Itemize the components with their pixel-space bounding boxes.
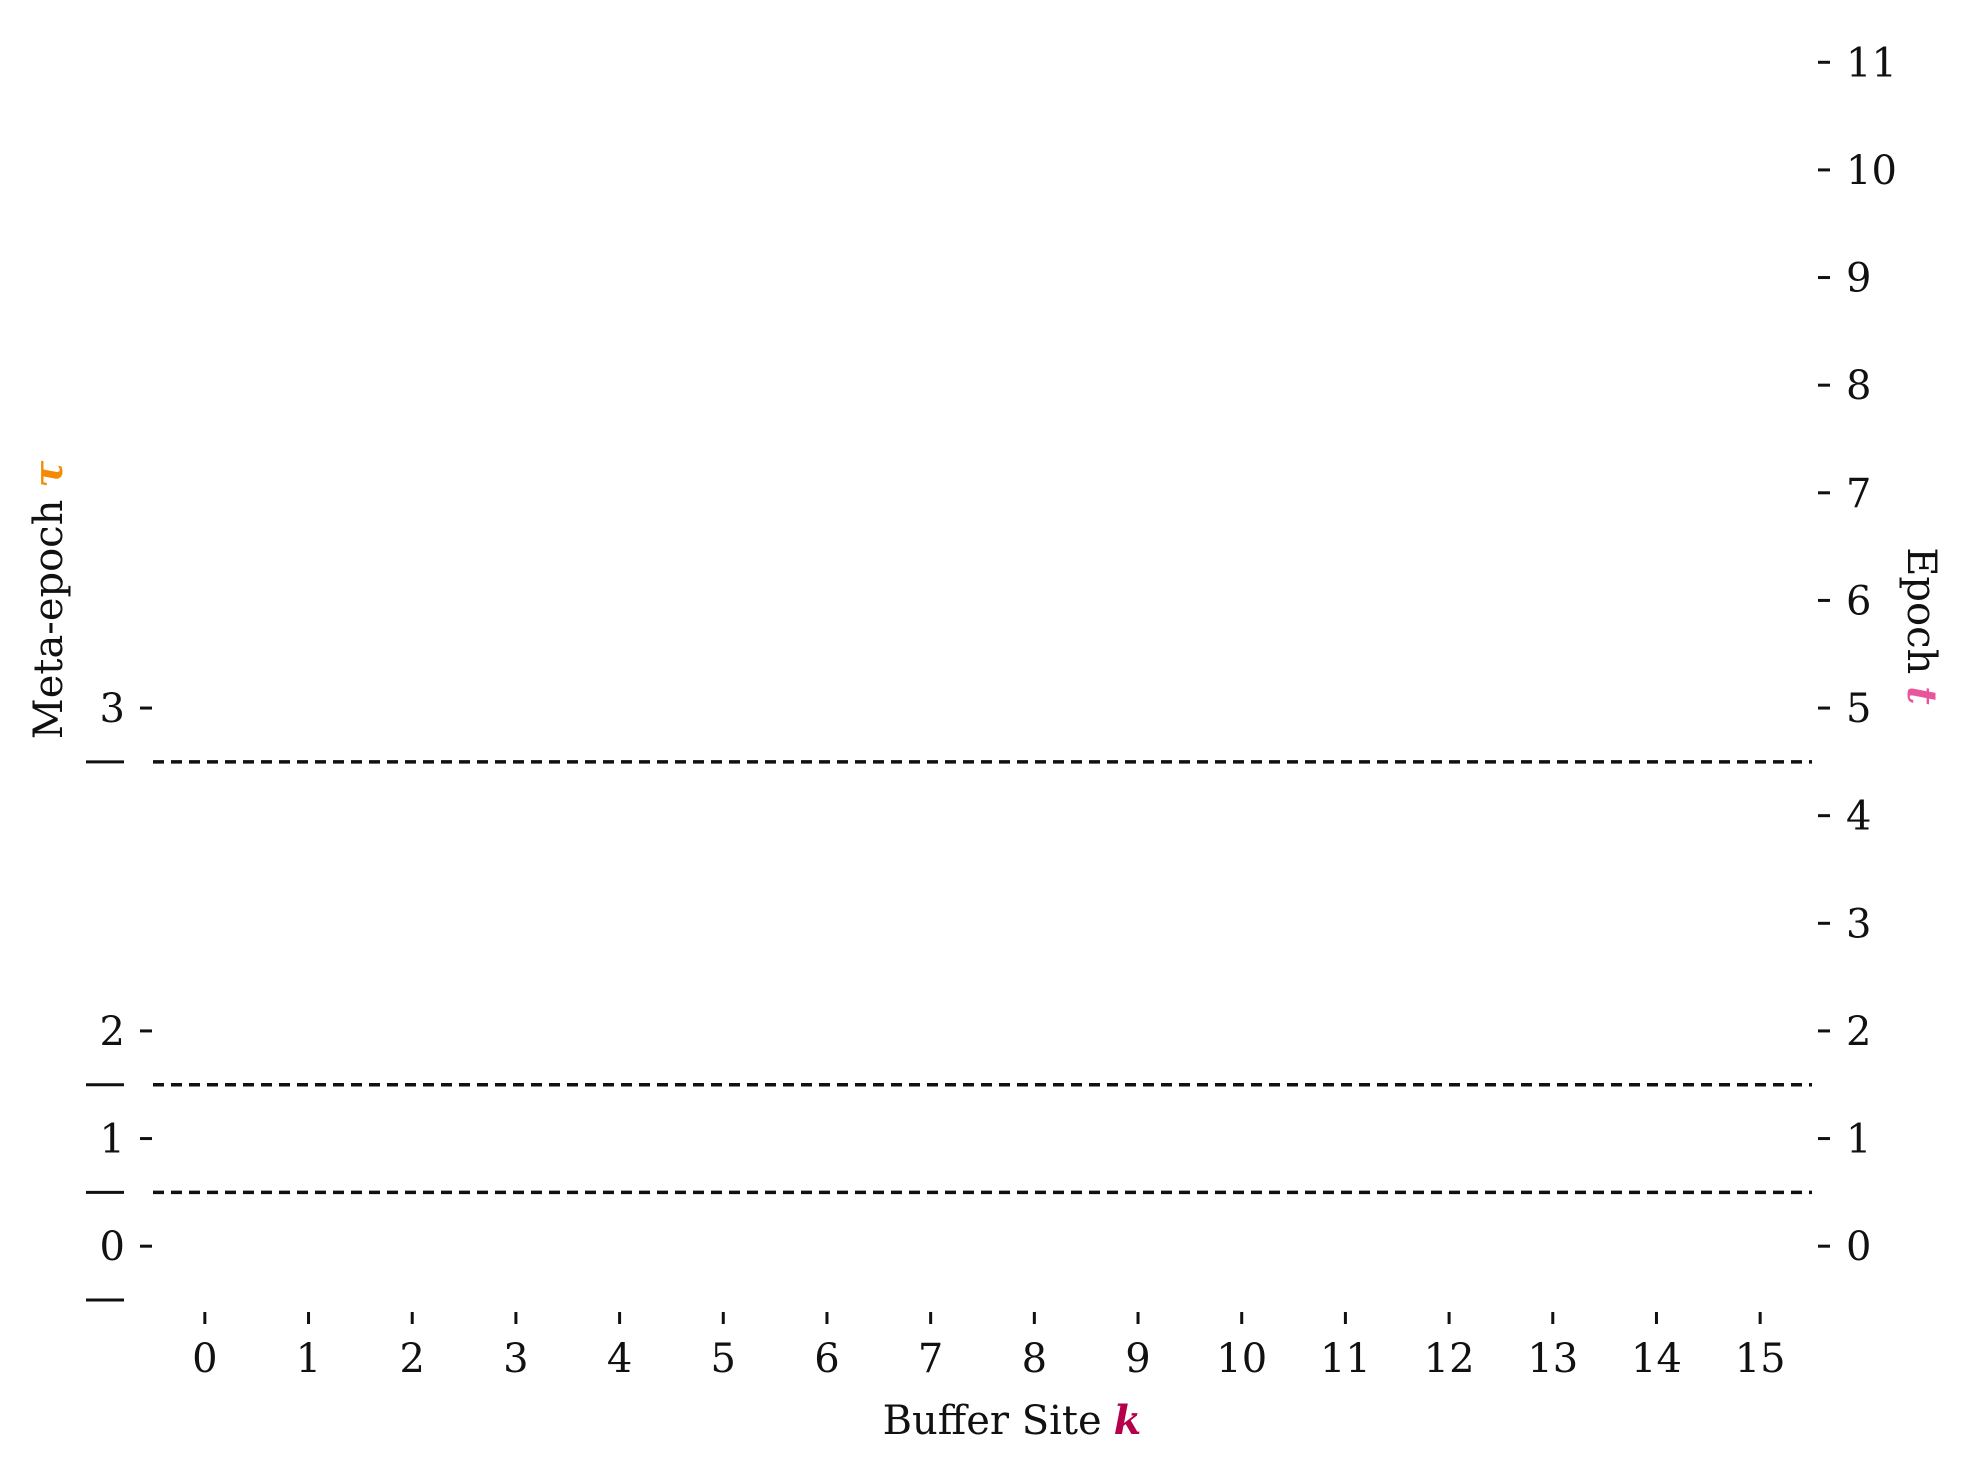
- x-tick-label-8: 8: [1022, 1336, 1047, 1382]
- right-tick-label-6: 6: [1846, 578, 1871, 624]
- right-y-axis: 0 1 2 3 4 5 6 7 8 9 10 11: [1818, 40, 1897, 1270]
- x-tick-label-6: 6: [814, 1336, 839, 1382]
- x-axis-title-text: Buffer Site: [883, 1398, 1102, 1444]
- right-tick-label-9: 9: [1846, 256, 1871, 302]
- x-axis-title: Buffer Site k: [883, 1397, 1142, 1444]
- right-y-axis-symbol: t: [1898, 686, 1945, 705]
- right-tick-label-1: 1: [1846, 1117, 1871, 1163]
- right-tick-label-0: 0: [1846, 1224, 1871, 1270]
- x-tick-label-4: 4: [607, 1336, 632, 1382]
- left-tick-label-0: 0: [100, 1224, 125, 1270]
- right-tick-label-3: 3: [1846, 901, 1871, 947]
- x-tick-label-0: 0: [192, 1336, 217, 1382]
- x-tick-label-14: 14: [1631, 1336, 1682, 1382]
- right-tick-label-7: 7: [1846, 471, 1871, 517]
- x-tick-label-7: 7: [918, 1336, 943, 1382]
- x-tick-label-3: 3: [503, 1336, 528, 1382]
- x-tick-label-13: 13: [1527, 1336, 1578, 1382]
- right-y-axis-title: Epoch t: [1898, 547, 1945, 705]
- right-tick-label-10: 10: [1846, 148, 1897, 194]
- left-tick-label-3: 3: [100, 686, 125, 732]
- right-tick-label-8: 8: [1846, 363, 1871, 409]
- right-tick-label-4: 4: [1846, 794, 1871, 840]
- x-tick-label-11: 11: [1320, 1336, 1371, 1382]
- x-axis-symbol: k: [1114, 1397, 1142, 1444]
- x-tick-label-1: 1: [296, 1336, 321, 1382]
- x-tick-label-5: 5: [711, 1336, 736, 1382]
- left-y-axis: 0 1 2 3: [86, 686, 152, 1302]
- x-tick-label-12: 12: [1424, 1336, 1475, 1382]
- left-tick-label-1: 1: [100, 1117, 125, 1163]
- left-y-axis-symbol: τ: [25, 461, 72, 488]
- x-tick-label-2: 2: [399, 1336, 424, 1382]
- x-tick-label-15: 15: [1735, 1336, 1786, 1382]
- left-tick-label-2: 2: [100, 1009, 125, 1055]
- right-tick-label-11: 11: [1846, 40, 1897, 86]
- right-y-axis-title-text: Epoch: [1898, 547, 1944, 674]
- left-y-axis-title: Meta-epoch τ: [25, 461, 72, 740]
- left-y-axis-title-text: Meta-epoch: [26, 500, 72, 740]
- boundary-lines: [153, 760, 1812, 1195]
- x-axis: 0 1 2 3 4 5 6 7 8 9 10 11 12 13 14 15: [192, 1312, 1786, 1382]
- right-tick-label-5: 5: [1846, 686, 1871, 732]
- x-tick-label-9: 9: [1125, 1336, 1150, 1382]
- x-tick-label-10: 10: [1216, 1336, 1267, 1382]
- right-tick-label-2: 2: [1846, 1009, 1871, 1055]
